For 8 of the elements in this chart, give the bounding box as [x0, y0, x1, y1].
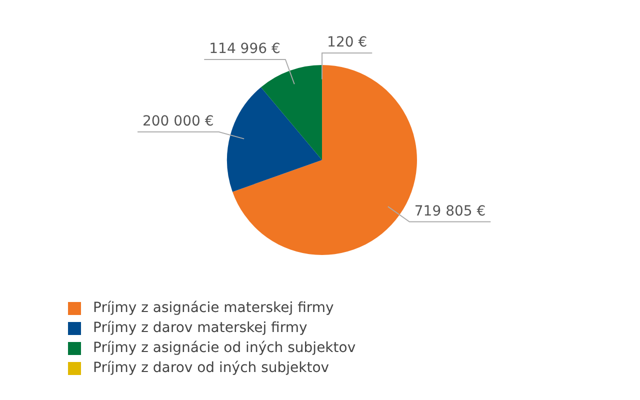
legend-label: Príjmy z asignácie od iných subjektov	[93, 340, 356, 356]
data-label: 719 805 €	[414, 203, 486, 220]
data-label: 114 996 €	[209, 41, 280, 58]
data-label: 200 000 €	[142, 114, 214, 130]
legend-label: Príjmy z asignácie materskej firmy	[93, 300, 334, 316]
data-label: 120 €	[327, 34, 368, 51]
legend-label: Príjmy z darov materskej firmy	[93, 320, 308, 336]
legend-label: Príjmy z darov od iných subjektov	[93, 360, 330, 376]
